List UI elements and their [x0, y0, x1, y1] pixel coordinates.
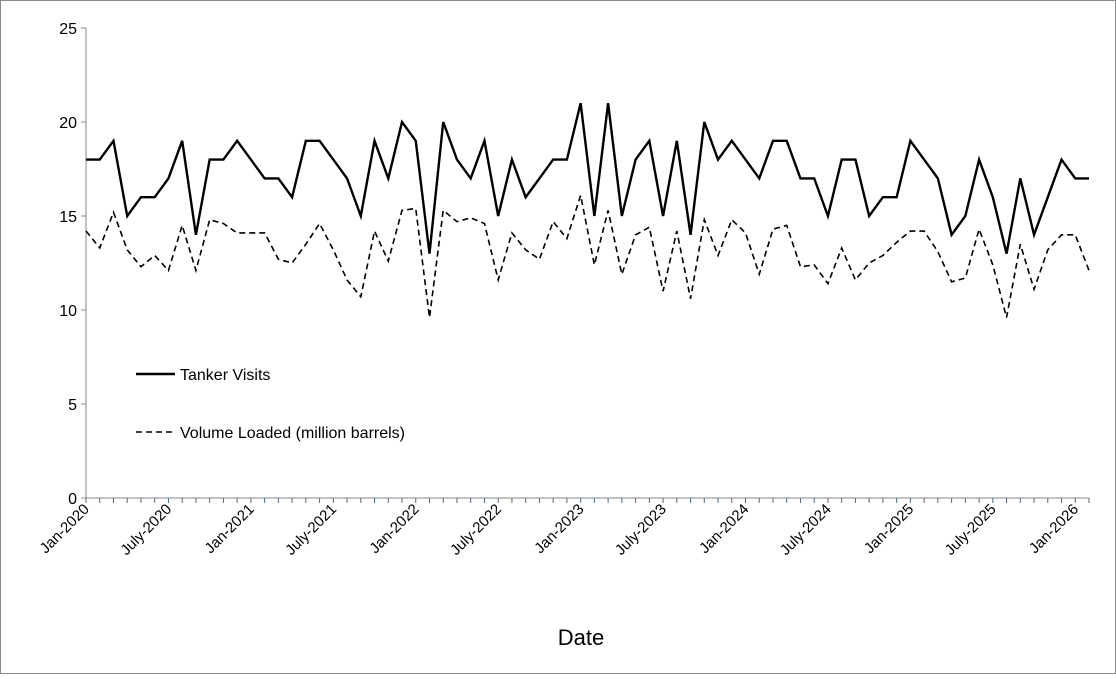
legend-label: Tanker Visits: [180, 367, 270, 384]
series-layer: [85, 102, 1090, 318]
legend-label: Volume Loaded (million barrels): [180, 425, 405, 442]
legend: Tanker Visits Volume Loaded (million barr…: [136, 367, 405, 442]
y-axis: 0 5 10 15 20 25: [59, 21, 87, 508]
y-tick-label: 25: [59, 21, 77, 38]
y-tick-label: 5: [68, 397, 77, 414]
y-tick-label: 0: [68, 491, 77, 508]
y-tick-label: 20: [59, 115, 77, 132]
series-line-tanker-visits: [86, 102, 1089, 254]
x-axis-title: Date: [558, 625, 604, 650]
y-tick-label: 15: [59, 209, 77, 226]
series-line-volume-loaded: [85, 195, 1090, 318]
y-tick-label: 10: [59, 303, 77, 320]
